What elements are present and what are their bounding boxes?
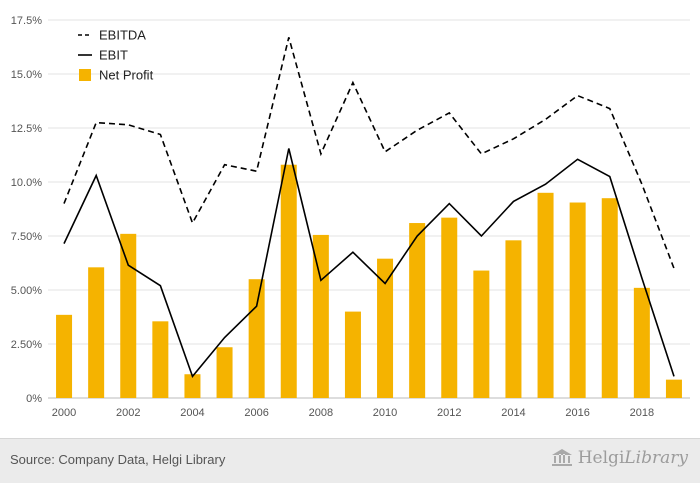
line-series bbox=[63, 37, 675, 378]
net-profit-bar bbox=[312, 234, 329, 398]
net-profit-bar bbox=[409, 223, 426, 398]
x-tick-label: 2012 bbox=[437, 407, 461, 419]
net-profit-bars bbox=[56, 164, 682, 398]
logo-text-helgi: Helgi bbox=[577, 448, 625, 468]
y-tick-label: 7.50% bbox=[11, 231, 42, 243]
y-tick-label: 5.00% bbox=[11, 285, 42, 297]
net-profit-bar bbox=[633, 287, 650, 398]
net-profit-bar bbox=[505, 240, 522, 398]
legend: EBITDA EBIT Net Profit bbox=[78, 28, 154, 83]
x-tick-label: 2006 bbox=[244, 407, 268, 419]
source-note: Source: Company Data, Helgi Library bbox=[10, 452, 226, 467]
net-profit-bar bbox=[473, 270, 490, 398]
ebit-line bbox=[63, 148, 675, 378]
x-tick-label: 2000 bbox=[52, 407, 76, 419]
x-tick-label: 2002 bbox=[116, 407, 140, 419]
footer: Source: Company Data, Helgi Library Helg… bbox=[0, 438, 700, 483]
y-tick-label: 2.50% bbox=[11, 339, 42, 351]
net-profit-bar bbox=[120, 233, 137, 398]
net-profit-bar bbox=[280, 164, 297, 398]
net-profit-bar bbox=[56, 314, 73, 398]
x-tick-label: 2018 bbox=[630, 407, 654, 419]
net-profit-bar bbox=[344, 311, 361, 398]
y-tick-label: 10.0% bbox=[11, 177, 42, 189]
library-building-icon bbox=[551, 449, 572, 466]
net-profit-bar bbox=[184, 374, 201, 398]
net-profit-bar bbox=[216, 347, 233, 398]
x-tick-label: 2016 bbox=[565, 407, 589, 419]
net-profit-bar bbox=[601, 198, 618, 398]
ebitda-line bbox=[63, 37, 675, 269]
y-axis-ticks: 0% 2.50% 5.00% 7.50% 10.0% 12.5% 15.0% 17.5% bbox=[11, 15, 42, 405]
logo-text-library: Library bbox=[624, 448, 688, 468]
net-profit-bar bbox=[665, 379, 682, 398]
net-profit-bar bbox=[88, 267, 105, 398]
y-tick-label: 12.5% bbox=[11, 123, 42, 135]
x-tick-label: 2010 bbox=[373, 407, 397, 419]
legend-label: EBITDA bbox=[99, 28, 146, 43]
net-profit-bar bbox=[537, 192, 554, 398]
helgi-library-logo: Helgi Library bbox=[550, 448, 688, 468]
legend-label: Net Profit bbox=[99, 68, 154, 83]
net-profit-bar bbox=[377, 258, 394, 398]
x-tick-label: 2014 bbox=[501, 407, 525, 419]
net-profit-bar bbox=[248, 279, 265, 398]
y-tick-label: 17.5% bbox=[11, 15, 42, 27]
x-tick-label: 2008 bbox=[309, 407, 333, 419]
x-tick-label: 2004 bbox=[180, 407, 204, 419]
x-axis-ticks: 2000 2002 2004 2006 2008 2010 2012 2014 2016 2018 bbox=[52, 407, 654, 419]
y-tick-label: 0% bbox=[26, 393, 42, 405]
y-tick-label: 15.0% bbox=[11, 69, 42, 81]
net-profit-bar bbox=[569, 202, 586, 398]
net-profit-legend-swatch bbox=[79, 69, 91, 81]
chart: 0% 2.50% 5.00% 7.50% 10.0% 12.5% 15.0% 17.5% 20… bbox=[11, 15, 690, 419]
net-profit-bar bbox=[152, 321, 169, 398]
legend-label: EBIT bbox=[99, 48, 128, 63]
net-profit-bar bbox=[441, 217, 458, 398]
